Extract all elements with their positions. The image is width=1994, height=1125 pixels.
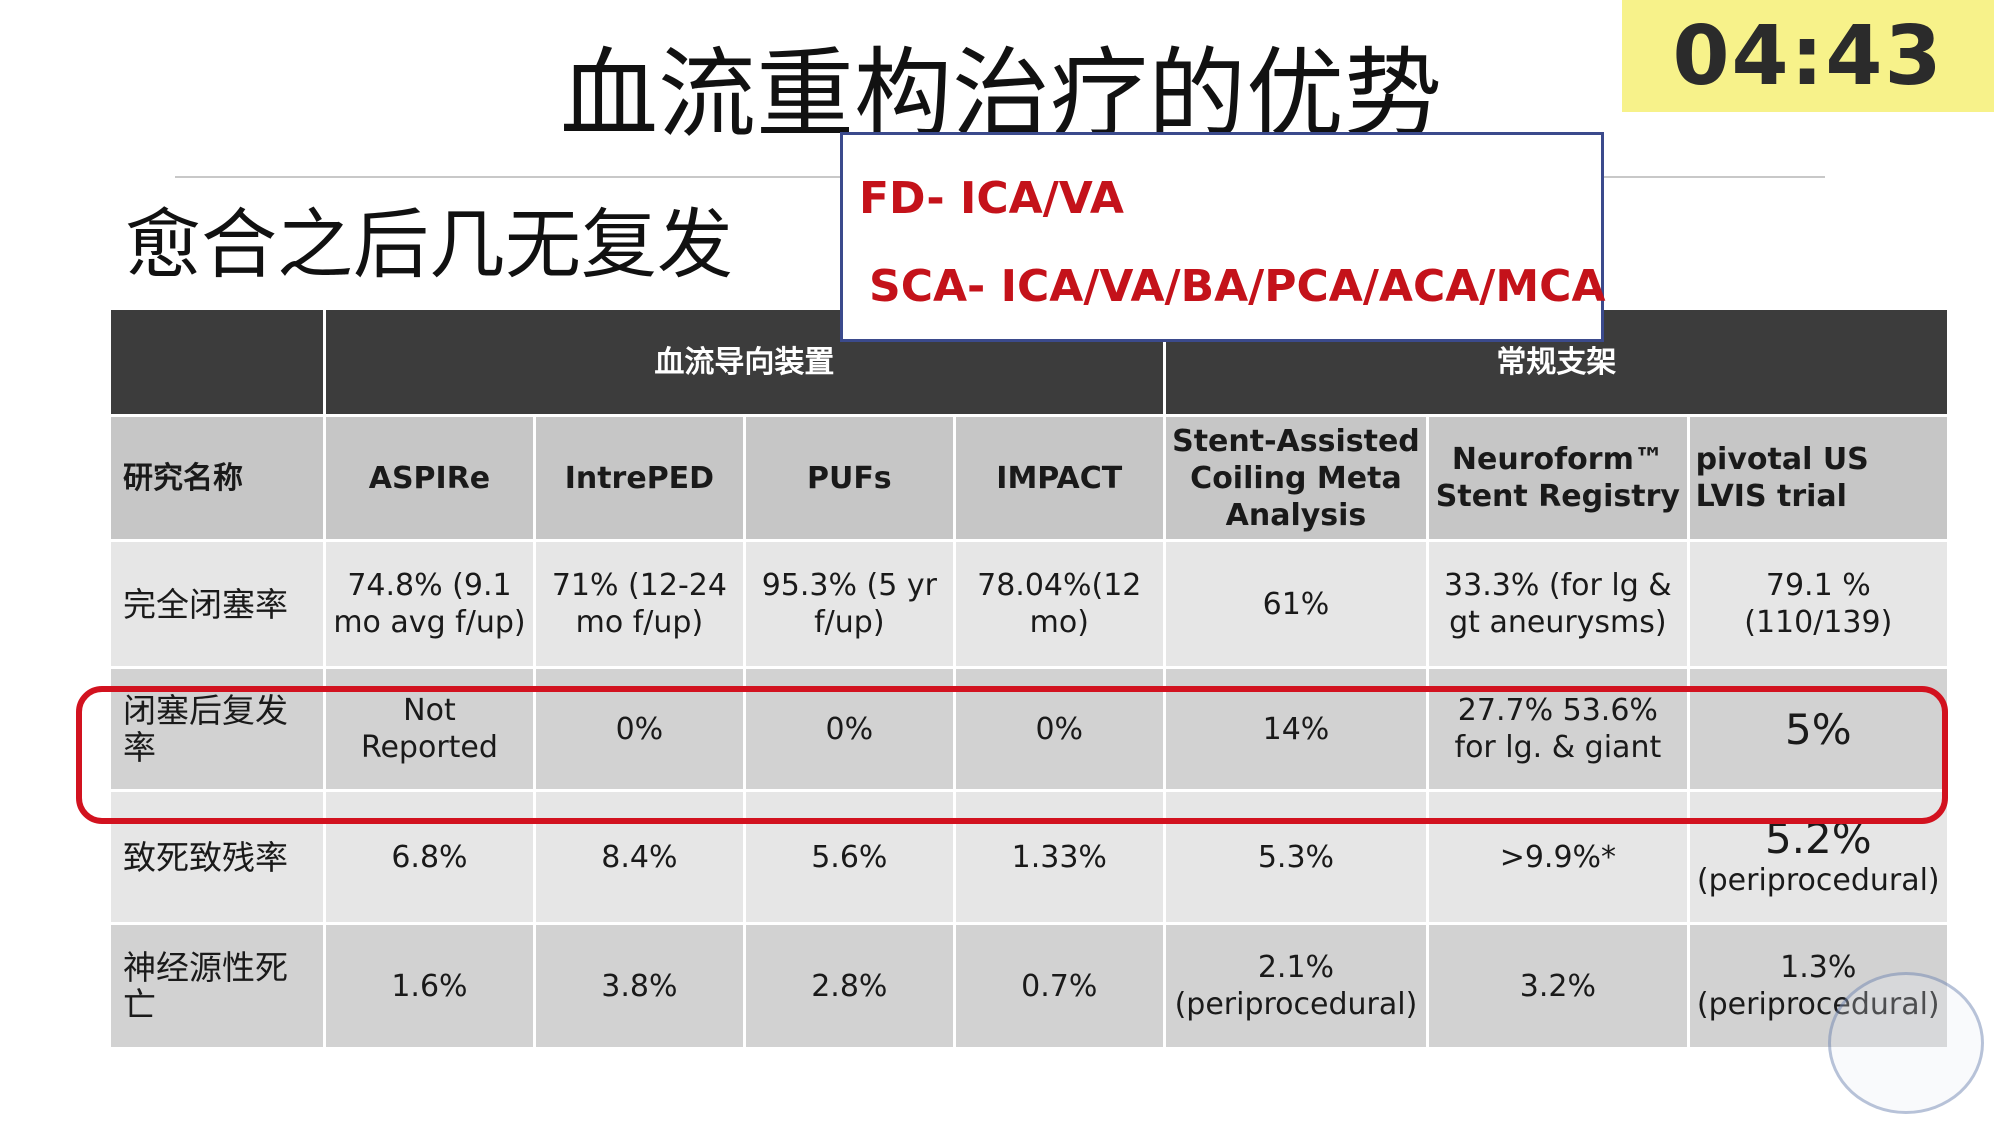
table-cell: 74.8% (9.1 mo avg f/up)	[325, 542, 533, 666]
table-row: 致死致残率 6.8% 8.4% 5.6% 1.33% 5.3% >9.9%* 5…	[111, 792, 1947, 922]
table-cell: 1.6%	[325, 925, 533, 1047]
table-row: 完全闭塞率 74.8% (9.1 mo avg f/up) 71% (12-24…	[111, 542, 1947, 666]
group-blank-cell	[111, 310, 323, 414]
header-sac-meta: Stent-Assisted Coiling Meta Analysis	[1165, 417, 1427, 539]
bottom-bar	[0, 1100, 1994, 1125]
timer-text: 04:43	[1672, 8, 1944, 104]
row-label: 致死致残率	[111, 792, 323, 922]
table-cell: 6.8%	[325, 792, 533, 922]
header-neuroform: Neuroform™ Stent Registry	[1429, 417, 1687, 539]
table-cell: 3.2%	[1429, 925, 1687, 1047]
table-cell: 2.8%	[745, 925, 953, 1047]
table-cell: 95.3% (5 yr f/up)	[745, 542, 953, 666]
table-row: 神经源性死亡 1.6% 3.8% 2.8% 0.7% 2.1% (peripro…	[111, 925, 1947, 1047]
table-cell: 33.3% (for lg & gt aneurysms)	[1429, 542, 1687, 666]
table-cell: 61%	[1165, 542, 1427, 666]
header-aspire: ASPIRe	[325, 417, 533, 539]
annotation-popup: FD- ICA/VA SCA- ICA/VA/BA/PCA/ACA/MCA	[840, 132, 1606, 342]
table-cell: 1.33%	[955, 792, 1163, 922]
header-study-name: 研究名称	[111, 417, 323, 539]
slide-subtitle: 愈合之后几无复发	[125, 200, 733, 289]
watermark-logo	[1828, 972, 1984, 1114]
header-pufs: PUFs	[745, 417, 953, 539]
popup-line-sca: SCA- ICA/VA/BA/PCA/ACA/MCA	[869, 261, 1606, 312]
comparison-table: 血流导向装置 常规支架 研究名称 ASPIRe IntrePED PUFs IM…	[108, 307, 1950, 1050]
slide-title: 血流重构治疗的优势	[560, 38, 1443, 152]
countdown-timer: 04:43	[1622, 0, 1994, 112]
row-label: 完全闭塞率	[111, 542, 323, 666]
row-label: 神经源性死亡	[111, 925, 323, 1047]
header-intreped: IntrePED	[535, 417, 743, 539]
table-cell: 8.4%	[535, 792, 743, 922]
table-cell: >9.9%*	[1429, 792, 1687, 922]
popup-line-fd: FD- ICA/VA	[859, 173, 1124, 224]
table-cell: 5.6%	[745, 792, 953, 922]
table-cell: 2.1% (periprocedural)	[1165, 925, 1427, 1047]
recurrence-row-highlight	[76, 686, 1948, 824]
lvis-mortality-note: (periprocedural)	[1696, 862, 1940, 898]
table-cell: 78.04%(12 mo)	[955, 542, 1163, 666]
table-cell: 3.8%	[535, 925, 743, 1047]
table-cell: 79.1 % (110/139)	[1689, 542, 1947, 666]
table-cell: 71% (12-24 mo f/up)	[535, 542, 743, 666]
table-cell: 0.7%	[955, 925, 1163, 1047]
table-header-row: 研究名称 ASPIRe IntrePED PUFs IMPACT Stent-A…	[111, 417, 1947, 539]
header-impact: IMPACT	[955, 417, 1163, 539]
header-lvis: pivotal US LVIS trial	[1689, 417, 1947, 539]
table-cell: 5.3%	[1165, 792, 1427, 922]
